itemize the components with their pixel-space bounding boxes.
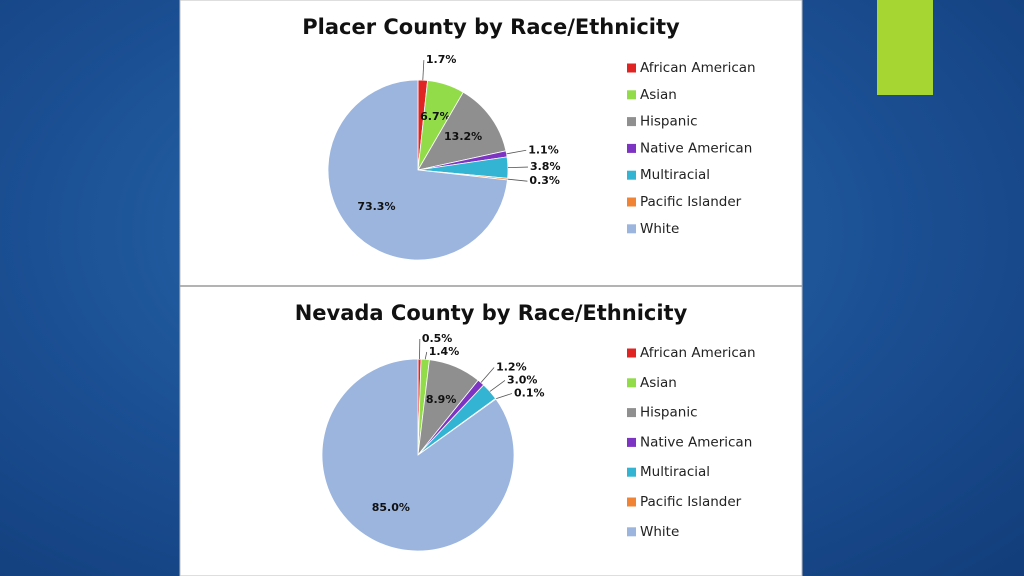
legend-label: Multiracial [640, 167, 710, 183]
legend-swatch [627, 90, 636, 100]
data-label: 85.0% [372, 501, 410, 514]
legend-label: Hispanic [640, 405, 698, 421]
legend-swatch [627, 527, 636, 537]
data-label: 0.3% [529, 174, 560, 187]
legend-swatch [627, 467, 636, 477]
legend-label: Pacific Islander [640, 194, 742, 210]
leader-line [507, 178, 528, 182]
leader-line [480, 367, 495, 383]
accent-bar [877, 0, 933, 95]
legend-label: Hispanic [640, 114, 698, 130]
legend-label: Asian [640, 87, 677, 103]
pie-slice [417, 91, 507, 171]
legend-swatch [627, 63, 636, 73]
legend-label: Asian [640, 375, 677, 391]
leader-line [489, 380, 506, 392]
legend-swatch [627, 197, 636, 207]
legend-swatch [627, 117, 636, 127]
charts: Placer County by Race/Ethnicity 1.7% 6.7% 1… [295, 15, 756, 552]
data-label: 3.0% [507, 373, 538, 386]
legend-label: White [640, 221, 679, 237]
leader-line [506, 149, 527, 155]
legend-label: Multiracial [640, 464, 710, 480]
legend-swatch [627, 170, 636, 180]
legend-swatch [627, 224, 636, 234]
legend-swatch [627, 437, 636, 447]
pie-slice [327, 79, 508, 261]
data-label: 1.7% [426, 53, 457, 66]
data-label: 8.9% [426, 393, 457, 406]
legend-swatch [627, 408, 636, 418]
data-label: 0.1% [514, 386, 545, 399]
legend-label: African American [640, 60, 756, 76]
legend-swatch [627, 143, 636, 153]
leader-line [422, 60, 425, 81]
data-label: 3.8% [530, 160, 561, 173]
chart-title: Placer County by Race/Ethnicity [302, 15, 680, 39]
data-label: 1.1% [528, 143, 559, 156]
data-label: 6.7% [420, 110, 451, 123]
chart-title: Nevada County by Race/Ethnicity [295, 301, 688, 325]
legend-label: White [640, 524, 679, 540]
legend-label: Pacific Islander [640, 494, 742, 510]
data-label: 73.3% [357, 200, 395, 213]
leader-line [507, 166, 528, 168]
legend-label: Native American [640, 434, 752, 450]
legend-label: Native American [640, 140, 752, 156]
leader-line [424, 351, 428, 360]
legend-swatch [627, 348, 636, 358]
pie-slice [321, 358, 515, 552]
data-label: 1.4% [429, 345, 460, 358]
legend-swatch [627, 378, 636, 388]
data-label: 0.5% [422, 332, 453, 345]
data-label: 13.2% [444, 130, 482, 143]
legend-swatch [627, 497, 636, 507]
leader-line [495, 393, 513, 400]
data-label: 1.2% [496, 360, 527, 373]
legend-label: African American [640, 345, 756, 361]
